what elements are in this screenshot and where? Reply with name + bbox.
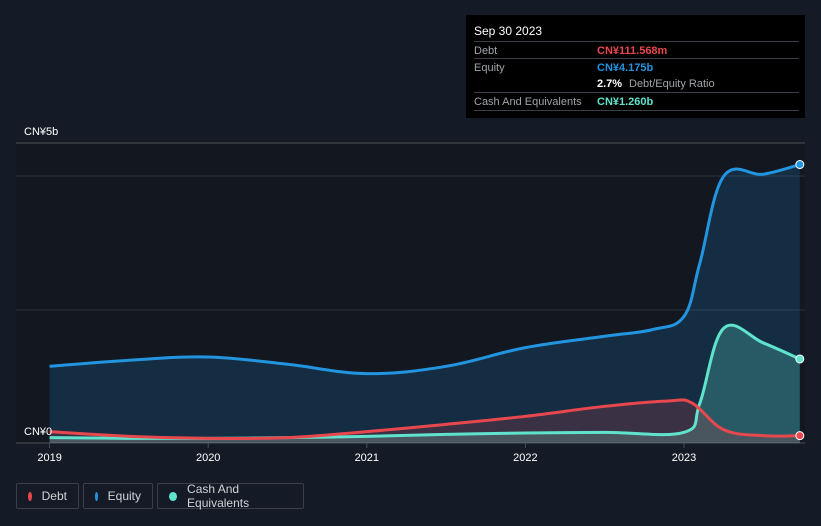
cash-and-equivalents-end-point: [795, 354, 805, 364]
x-tick-label: 2020: [196, 452, 220, 464]
debt-value: CN¥111.568m: [597, 45, 668, 57]
legend-cash-label: Cash And Equivalents: [187, 482, 250, 510]
debt-dot-icon: [28, 491, 32, 501]
x-tick-label: 2021: [355, 452, 379, 464]
y-tick-zero: CN¥0: [24, 426, 52, 438]
legend-cash[interactable]: Cash And Equivalents: [157, 482, 304, 510]
equity-end-point: [795, 160, 805, 170]
x-tick-label: 2023: [672, 452, 696, 464]
x-tick-label: 2022: [513, 452, 537, 464]
legend-debt-label: Debt: [41, 489, 67, 503]
debt-label: Debt: [474, 45, 498, 57]
equity-label: Equity: [474, 62, 505, 74]
legend-debt[interactable]: Debt: [16, 483, 79, 509]
tooltip: Sep 30 2023 Debt CN¥111.568m Equity CN¥4.1…: [466, 15, 805, 118]
debt-line: [49, 398, 800, 441]
ratio-value: 2.7%: [597, 78, 623, 90]
equity-dot-icon: [95, 491, 98, 501]
legend-equity[interactable]: Equity: [83, 483, 153, 509]
plot-background: [16, 143, 805, 443]
equity-value: CN¥4.175b: [597, 62, 654, 74]
cash-dot-icon: [169, 491, 178, 501]
x-tick-label: 2019: [37, 452, 61, 464]
debt-end-point: [795, 431, 805, 441]
legend-equity-label: Equity: [107, 489, 141, 503]
tooltip-date: Sep 30 2023: [474, 24, 543, 38]
ratio-label: Debt/Equity Ratio: [629, 78, 715, 90]
equity-line: [49, 163, 801, 376]
y-tick-top: CN¥5b: [24, 126, 58, 138]
equity-area: [49, 164, 800, 443]
cash-value: CN¥1.260b: [597, 96, 654, 108]
cash-label: Cash And Equivalents: [474, 96, 582, 108]
